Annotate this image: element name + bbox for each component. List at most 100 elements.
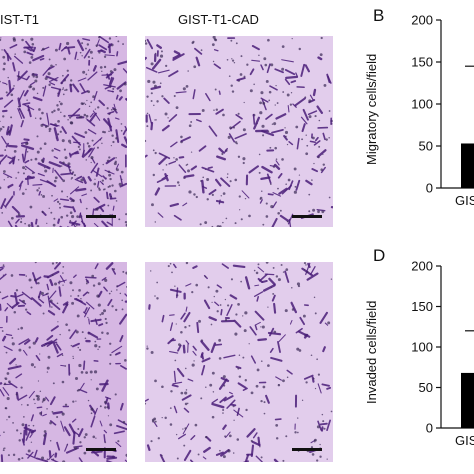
stained-cell	[72, 206, 76, 213]
stained-cell	[254, 284, 260, 287]
pore-dot	[222, 113, 225, 117]
pore-dot	[81, 55, 83, 57]
pore-dot	[0, 38, 2, 42]
pore-dot	[64, 89, 66, 92]
stained-cell	[53, 156, 58, 159]
stained-cell	[228, 133, 236, 143]
stained-cell	[279, 214, 290, 222]
pore-dot	[222, 408, 225, 412]
pore-dot	[178, 184, 181, 187]
pore-dot	[25, 275, 27, 277]
pore-dot	[122, 43, 124, 45]
y-tick-label: 200	[411, 259, 433, 274]
pore-dot	[107, 415, 110, 417]
pore-dot	[106, 107, 109, 110]
stained-cell	[277, 341, 281, 353]
stained-cell	[271, 128, 284, 134]
pore-dot	[59, 102, 63, 106]
pore-dot	[60, 165, 63, 167]
pore-dot	[26, 151, 29, 153]
stained-cell	[32, 46, 37, 53]
pore-dot	[66, 41, 70, 46]
pore-dot	[169, 423, 173, 426]
stained-cell	[1, 295, 9, 300]
stained-cell	[178, 164, 187, 173]
pore-dot	[118, 218, 121, 221]
pore-dot	[238, 375, 242, 378]
stained-cell	[4, 195, 14, 208]
stained-cell	[39, 179, 53, 185]
pore-dot	[311, 179, 313, 181]
pore-dot	[284, 127, 286, 129]
stained-cell	[103, 286, 108, 292]
pore-dot	[76, 225, 78, 227]
stained-cell	[12, 62, 16, 72]
pore-dot	[112, 87, 115, 90]
stained-cell	[300, 63, 306, 77]
stained-cell	[8, 79, 12, 93]
stained-cell	[92, 65, 97, 72]
micrograph-invasion-gist-t1-image	[0, 262, 127, 462]
pore-dot	[83, 451, 87, 455]
pore-dot	[51, 194, 53, 197]
pore-dot	[318, 145, 321, 148]
pore-dot	[246, 63, 249, 66]
stained-cell	[203, 299, 211, 310]
pore-dot	[114, 393, 117, 396]
pore-dot	[0, 130, 1, 132]
pore-dot	[293, 167, 297, 171]
stained-cell	[158, 152, 171, 160]
stained-cell	[32, 96, 43, 102]
pore-dot	[269, 146, 272, 149]
stained-cell	[14, 292, 19, 305]
pore-dot	[69, 281, 73, 285]
pore-dot	[37, 281, 40, 285]
pore-dot	[115, 308, 118, 312]
stained-cell	[154, 187, 161, 196]
pore-dot	[77, 346, 79, 349]
stained-cell	[172, 53, 185, 61]
stained-cell	[6, 87, 15, 97]
pore-dot	[20, 386, 23, 389]
pore-dot	[48, 58, 51, 61]
pore-dot	[84, 337, 87, 340]
stained-cell	[101, 277, 107, 281]
pore-dot	[121, 337, 123, 339]
stained-cell	[288, 218, 292, 227]
pore-dot	[85, 73, 88, 76]
pore-dot	[314, 387, 317, 390]
pore-dot	[317, 156, 320, 159]
pore-dot	[32, 72, 35, 75]
pore-dot	[256, 368, 260, 372]
pore-dot	[70, 344, 73, 347]
pore-dot	[60, 215, 64, 219]
pore-dot	[275, 437, 279, 440]
pore-dot	[303, 262, 307, 265]
pore-dot	[258, 171, 261, 174]
pore-dot	[164, 416, 167, 420]
stained-cell	[119, 402, 124, 411]
stained-cell	[31, 297, 42, 307]
pore-dot	[167, 117, 169, 119]
pore-dot	[225, 217, 228, 220]
pore-dot	[262, 101, 266, 105]
stained-cell	[215, 451, 224, 456]
pore-dot	[87, 291, 90, 294]
stained-cell	[9, 357, 17, 365]
pore-dot	[316, 425, 320, 429]
pore-dot	[284, 130, 289, 135]
stained-cell	[302, 108, 309, 121]
pore-dot	[226, 58, 229, 61]
stained-cell	[39, 57, 45, 61]
stained-cell	[82, 360, 86, 371]
pore-dot	[36, 135, 39, 138]
stained-cell	[3, 99, 14, 108]
stained-cell	[244, 453, 250, 462]
pore-dot	[235, 42, 238, 45]
pore-dot	[173, 157, 175, 159]
pore-dot	[68, 139, 72, 143]
pore-dot	[40, 159, 44, 162]
pore-dot	[124, 220, 127, 224]
pore-dot	[75, 330, 79, 334]
stained-cell	[115, 117, 120, 120]
